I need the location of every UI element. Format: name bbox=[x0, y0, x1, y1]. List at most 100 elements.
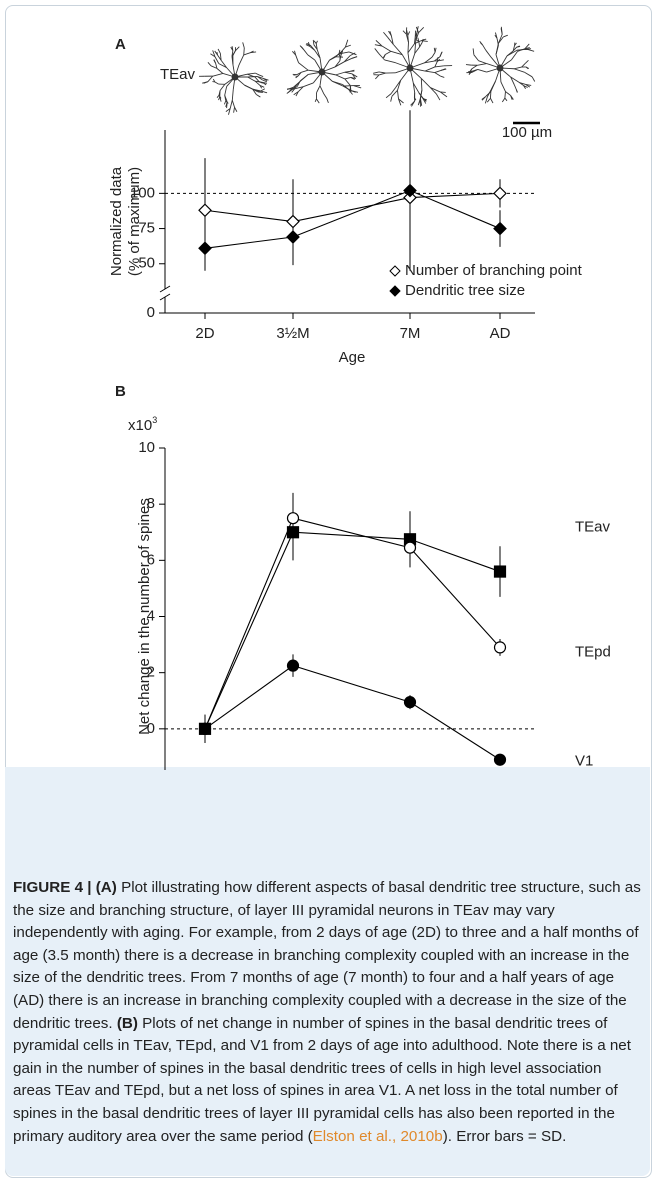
neuron-branch bbox=[501, 82, 506, 92]
neuron-branch bbox=[261, 89, 265, 91]
neuron-branch bbox=[239, 55, 244, 65]
legend-marker bbox=[390, 286, 400, 296]
neuron-branch bbox=[487, 98, 490, 102]
x-axis-label: Age bbox=[339, 349, 366, 366]
neuron-branch bbox=[440, 60, 444, 61]
neuron-branch bbox=[502, 98, 505, 102]
neuron-branch bbox=[245, 85, 253, 89]
neuron-branch bbox=[379, 72, 386, 73]
neuron-branch bbox=[352, 57, 357, 59]
series-line bbox=[205, 666, 500, 760]
data-point bbox=[495, 642, 506, 653]
neuron-branch bbox=[435, 70, 441, 72]
neuron-branch bbox=[315, 50, 321, 58]
neuron-branch bbox=[208, 76, 213, 82]
neuron-soma bbox=[232, 74, 238, 80]
neuron-branch bbox=[514, 67, 522, 69]
neuron-branch bbox=[336, 72, 345, 75]
neuron-branch bbox=[324, 94, 327, 99]
neuron-branch bbox=[215, 82, 219, 84]
neuron-branch bbox=[343, 85, 349, 90]
neuron-branch bbox=[230, 100, 232, 108]
neuron-branch bbox=[234, 107, 235, 113]
neuron-branch bbox=[514, 85, 516, 90]
neuron-branch bbox=[232, 89, 233, 100]
series-label: TEav bbox=[575, 519, 611, 536]
neuron-branch bbox=[301, 70, 308, 72]
neuron-branch bbox=[217, 68, 223, 73]
neuron-branch bbox=[397, 80, 400, 90]
neuron-branch bbox=[219, 97, 220, 100]
neuron-branch bbox=[522, 63, 526, 67]
y-multiplier: x103 bbox=[128, 415, 157, 434]
neuron-branch bbox=[403, 31, 406, 35]
scale-bar-label: 100 µm bbox=[502, 124, 552, 141]
y-multiplier-exp: 3 bbox=[152, 415, 157, 425]
caption-label: FIGURE 4 | (A) bbox=[13, 879, 117, 896]
panel-label: B bbox=[115, 383, 126, 400]
neuron-branch bbox=[474, 55, 479, 61]
neuron-branch bbox=[243, 42, 245, 47]
neuron-branch bbox=[505, 98, 507, 101]
neuron-branch bbox=[408, 42, 409, 52]
data-point bbox=[494, 223, 506, 235]
neuron-branch bbox=[525, 72, 532, 76]
neuron-drawing bbox=[373, 26, 452, 106]
neuron-branch bbox=[316, 41, 317, 44]
neuron-branch bbox=[220, 84, 225, 90]
caption-text: Plots of net change in number of spines … bbox=[13, 1015, 631, 1145]
neuron-branch bbox=[225, 86, 227, 95]
neuron-branch bbox=[373, 72, 379, 73]
neuron-branch bbox=[532, 77, 535, 82]
neuron-branch bbox=[314, 41, 316, 44]
caption-label: (B) bbox=[117, 1015, 138, 1032]
legend-label: Dendritic tree size bbox=[405, 282, 525, 299]
neuron-branch bbox=[336, 75, 345, 79]
neuron-branch bbox=[425, 67, 435, 71]
neuron-branch bbox=[490, 98, 493, 103]
neuron-branch bbox=[316, 86, 319, 93]
neuron-branch bbox=[514, 69, 525, 73]
neuron-branch bbox=[327, 98, 329, 102]
image-label: TEav bbox=[160, 66, 196, 83]
neuron-branch bbox=[382, 46, 391, 51]
neuron-branch bbox=[408, 44, 414, 53]
neuron-branch bbox=[345, 71, 351, 72]
neuron-branch bbox=[440, 52, 442, 57]
neuron-branch bbox=[313, 40, 314, 45]
neuron-branch bbox=[435, 73, 441, 77]
neuron-branch bbox=[304, 49, 308, 54]
series-line bbox=[205, 532, 500, 729]
neuron-branch bbox=[485, 97, 487, 104]
neuron-drawing bbox=[466, 27, 535, 104]
neuron-branch bbox=[244, 53, 251, 55]
y-axis-label: Normalized data bbox=[108, 166, 125, 276]
figure: A050751002D3½M7MADAgeNormalized data(% o… bbox=[0, 0, 657, 770]
neuron-branch bbox=[421, 78, 430, 87]
neuron-branch bbox=[335, 62, 344, 67]
neuron-branch bbox=[259, 82, 262, 83]
page: FIGURE 4 | (A) Plot illustrating how dif… bbox=[0, 0, 657, 1183]
y-tick-label: 0 bbox=[147, 304, 155, 321]
data-point bbox=[288, 527, 299, 538]
x-tick-label: 3½M bbox=[276, 325, 309, 342]
neuron-soma bbox=[407, 65, 413, 71]
neuron-branch bbox=[440, 76, 444, 77]
series-label: TEpd bbox=[575, 643, 611, 660]
neuron-branch bbox=[224, 101, 225, 104]
neuron-branch bbox=[516, 89, 517, 92]
caption: FIGURE 4 | (A) Plot illustrating how dif… bbox=[5, 767, 650, 1176]
neuron-branch bbox=[421, 78, 422, 90]
neuron-branch bbox=[472, 65, 477, 69]
legend-marker bbox=[390, 266, 400, 276]
neuron-branch bbox=[375, 48, 379, 53]
citation-link[interactable]: Elston et al., 2010b bbox=[313, 1128, 443, 1145]
neuron-branch bbox=[235, 107, 237, 112]
neuron-branch bbox=[435, 62, 437, 67]
data-point bbox=[494, 187, 506, 199]
legend-label: Number of branching point bbox=[405, 262, 583, 279]
series-label: V1 bbox=[575, 753, 593, 770]
neuron-branch bbox=[419, 42, 420, 47]
data-point bbox=[405, 542, 416, 553]
neuron-branch bbox=[218, 49, 220, 53]
